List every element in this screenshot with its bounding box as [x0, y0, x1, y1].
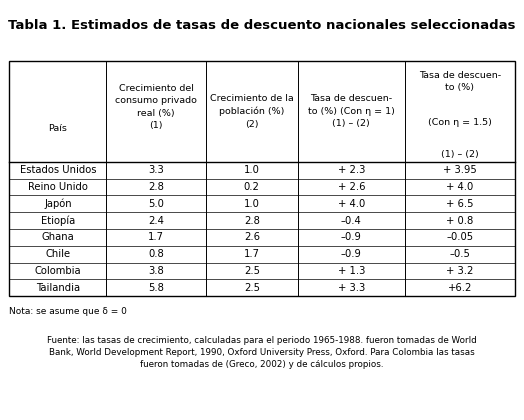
Text: 0.8: 0.8: [148, 249, 164, 259]
Text: + 6.5: + 6.5: [446, 199, 474, 209]
Text: (Con η = 1.5): (Con η = 1.5): [428, 118, 492, 126]
Text: –0.4: –0.4: [341, 215, 362, 226]
Text: País: País: [48, 123, 68, 133]
Text: 2.8: 2.8: [244, 215, 260, 226]
Text: + 2.3: + 2.3: [337, 165, 365, 175]
Text: 1.0: 1.0: [244, 165, 260, 175]
Text: 3.3: 3.3: [148, 165, 164, 175]
Text: 0.2: 0.2: [244, 182, 260, 192]
Text: 2.6: 2.6: [244, 232, 260, 242]
Text: Etiopía: Etiopía: [41, 215, 75, 226]
Text: + 2.6: + 2.6: [337, 182, 365, 192]
Text: Ghana: Ghana: [41, 232, 74, 242]
Text: + 3.2: + 3.2: [446, 266, 474, 276]
Text: –0.9: –0.9: [341, 232, 362, 242]
Text: Tasa de descuen-
to (%): Tasa de descuen- to (%): [419, 71, 501, 92]
Text: 1.7: 1.7: [244, 249, 260, 259]
Text: Japón: Japón: [44, 198, 72, 209]
Text: 5.8: 5.8: [148, 283, 164, 293]
Text: Reino Unido: Reino Unido: [28, 182, 88, 192]
Text: + 4.0: + 4.0: [337, 199, 365, 209]
Text: 2.4: 2.4: [148, 215, 164, 226]
Text: + 0.8: + 0.8: [446, 215, 474, 226]
Text: (1) – (2): (1) – (2): [441, 150, 479, 159]
Text: 3.8: 3.8: [148, 266, 164, 276]
Text: +6.2: +6.2: [447, 283, 472, 293]
Text: Estados Unidos: Estados Unidos: [20, 165, 96, 175]
Text: 2.5: 2.5: [244, 266, 260, 276]
Text: Tabla 1. Estimados de tasas de descuento nacionales seleccionadas: Tabla 1. Estimados de tasas de descuento…: [8, 19, 516, 32]
Text: + 3.95: + 3.95: [443, 165, 477, 175]
Text: 1.0: 1.0: [244, 199, 260, 209]
Text: 5.0: 5.0: [148, 199, 164, 209]
Text: + 4.0: + 4.0: [446, 182, 474, 192]
Text: + 1.3: + 1.3: [337, 266, 365, 276]
Text: Tasa de descuen-
to (%) (Con η = 1)
(1) – (2): Tasa de descuen- to (%) (Con η = 1) (1) …: [308, 94, 395, 128]
Text: Tailandia: Tailandia: [36, 283, 80, 293]
Text: Crecimiento de la
población (%)
(2): Crecimiento de la población (%) (2): [210, 94, 293, 129]
Text: –0.9: –0.9: [341, 249, 362, 259]
Text: Fuente: las tasas de crecimiento, calculadas para el periodo 1965-1988. fueron t: Fuente: las tasas de crecimiento, calcul…: [47, 336, 477, 369]
Text: –0.05: –0.05: [446, 232, 473, 242]
Text: Colombia: Colombia: [35, 266, 81, 276]
Text: Chile: Chile: [46, 249, 70, 259]
Text: Nota: se asume que δ = 0: Nota: se asume que δ = 0: [9, 307, 127, 315]
Text: + 3.3: + 3.3: [337, 283, 365, 293]
Text: 2.8: 2.8: [148, 182, 164, 192]
Text: –0.5: –0.5: [450, 249, 470, 259]
Text: 1.7: 1.7: [148, 232, 164, 242]
Text: 2.5: 2.5: [244, 283, 260, 293]
Text: Crecimiento del
consumo privado
real (%)
(1): Crecimiento del consumo privado real (%)…: [115, 84, 197, 130]
